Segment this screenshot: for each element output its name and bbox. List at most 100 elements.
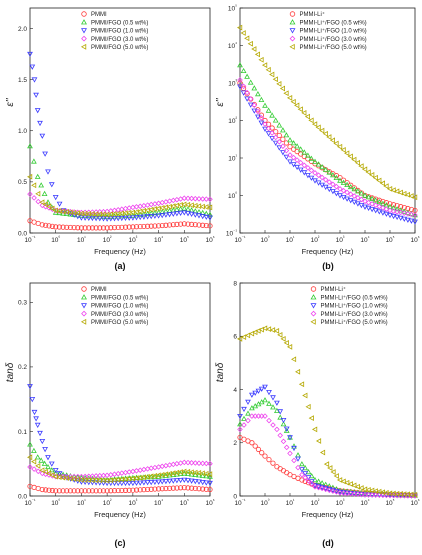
data-point — [412, 212, 418, 218]
data-point — [287, 144, 293, 150]
data-point — [111, 488, 118, 494]
data-point — [322, 166, 329, 172]
data-point — [166, 485, 173, 491]
y-tick-label: 0 — [233, 493, 237, 500]
data-point — [185, 485, 191, 491]
x-tick-label: 10³ — [336, 498, 345, 507]
data-point — [141, 487, 147, 493]
data-point — [351, 199, 358, 206]
legend-label: PMMI-Li⁺/FGO (5.0 wt%) — [321, 319, 388, 326]
legend-label: PMMI-Li⁺/FGO (0.5 wt%) — [321, 294, 388, 301]
data-point — [301, 110, 307, 116]
data-point — [408, 211, 415, 218]
data-point — [71, 488, 77, 494]
data-point — [305, 165, 311, 171]
data-point — [294, 164, 300, 171]
data-point — [290, 140, 297, 146]
data-point — [27, 191, 33, 197]
legend-label: PMMI/FGO (3.0 wt%) — [91, 37, 148, 43]
data-point — [241, 415, 247, 421]
legend-label: PMMI-Li⁺/FGO (0.5 wt%) — [300, 19, 367, 26]
chart-panel-b: 10⁻¹ 10⁰ 10¹ 10² 10³ 10⁴ 10⁵ 10⁶ 10⁻¹ 10⁰ 10¹ 10² 10… — [215, 3, 420, 256]
data-point — [351, 186, 358, 192]
legend-marker — [81, 310, 87, 317]
data-point — [52, 194, 59, 201]
data-point — [262, 397, 268, 403]
y-tick-label: 0.2 — [18, 364, 27, 371]
data-point — [390, 202, 397, 208]
data-point — [315, 438, 322, 444]
data-point — [115, 487, 121, 494]
data-point — [262, 384, 268, 390]
data-point — [141, 474, 147, 480]
legend-marker — [310, 303, 317, 309]
data-point — [159, 473, 166, 479]
data-point — [39, 486, 45, 493]
data-point — [49, 472, 55, 478]
data-point — [188, 478, 195, 484]
x-tick-label: 10⁵ — [180, 498, 189, 507]
legend-label: PMMI/FGO (5.0 wt%) — [91, 320, 148, 326]
data-point — [397, 215, 404, 221]
data-point — [196, 460, 202, 466]
data-point — [376, 203, 383, 210]
data-point — [344, 189, 350, 196]
data-point — [266, 389, 272, 396]
data-point — [189, 485, 195, 491]
data-point — [71, 473, 77, 480]
data-point — [60, 224, 66, 230]
data-point — [351, 491, 358, 497]
data-point — [178, 485, 184, 491]
data-point — [337, 193, 343, 199]
data-point — [347, 153, 353, 160]
data-point — [188, 195, 195, 202]
data-point — [174, 485, 180, 491]
data-point — [261, 325, 268, 332]
x-tick-label: 10⁴ — [360, 235, 369, 244]
data-point — [199, 479, 206, 486]
x-tick-label: 10⁶ — [410, 235, 419, 244]
data-point — [273, 328, 280, 334]
data-point — [408, 193, 414, 199]
y-tick-label: 0.3 — [18, 300, 27, 307]
data-point — [379, 180, 386, 187]
legend-marker — [81, 19, 87, 25]
data-point — [152, 486, 158, 492]
data-point — [255, 108, 261, 115]
data-point — [240, 67, 247, 73]
data-point — [130, 215, 136, 221]
data-point — [301, 162, 308, 169]
data-point — [148, 213, 155, 220]
data-point — [299, 467, 305, 473]
series-2 — [27, 143, 213, 219]
data-point — [411, 491, 418, 498]
data-point — [270, 422, 276, 428]
data-point — [274, 407, 280, 414]
legend-marker — [81, 286, 87, 292]
legend-marker — [310, 310, 317, 317]
data-point — [269, 130, 275, 136]
data-point — [39, 222, 45, 228]
data-point — [163, 472, 169, 478]
series-2 — [237, 62, 418, 218]
data-point — [203, 480, 210, 486]
data-point — [177, 196, 184, 202]
data-point — [286, 95, 293, 101]
y-axis-label: tanδ — [215, 362, 226, 382]
data-point — [75, 225, 81, 231]
data-point — [369, 172, 375, 178]
data-point — [244, 73, 250, 79]
data-point — [376, 177, 382, 184]
data-point — [265, 131, 272, 137]
x-tick-label: 10² — [311, 235, 320, 244]
data-point — [299, 477, 305, 483]
x-tick-label: 10² — [311, 498, 320, 507]
data-point — [297, 167, 304, 173]
data-point — [265, 125, 272, 132]
data-point — [185, 211, 191, 217]
data-point — [390, 187, 396, 193]
data-point — [185, 221, 191, 227]
legend-marker — [80, 318, 87, 325]
x-tick-label: 10⁴ — [360, 498, 369, 507]
